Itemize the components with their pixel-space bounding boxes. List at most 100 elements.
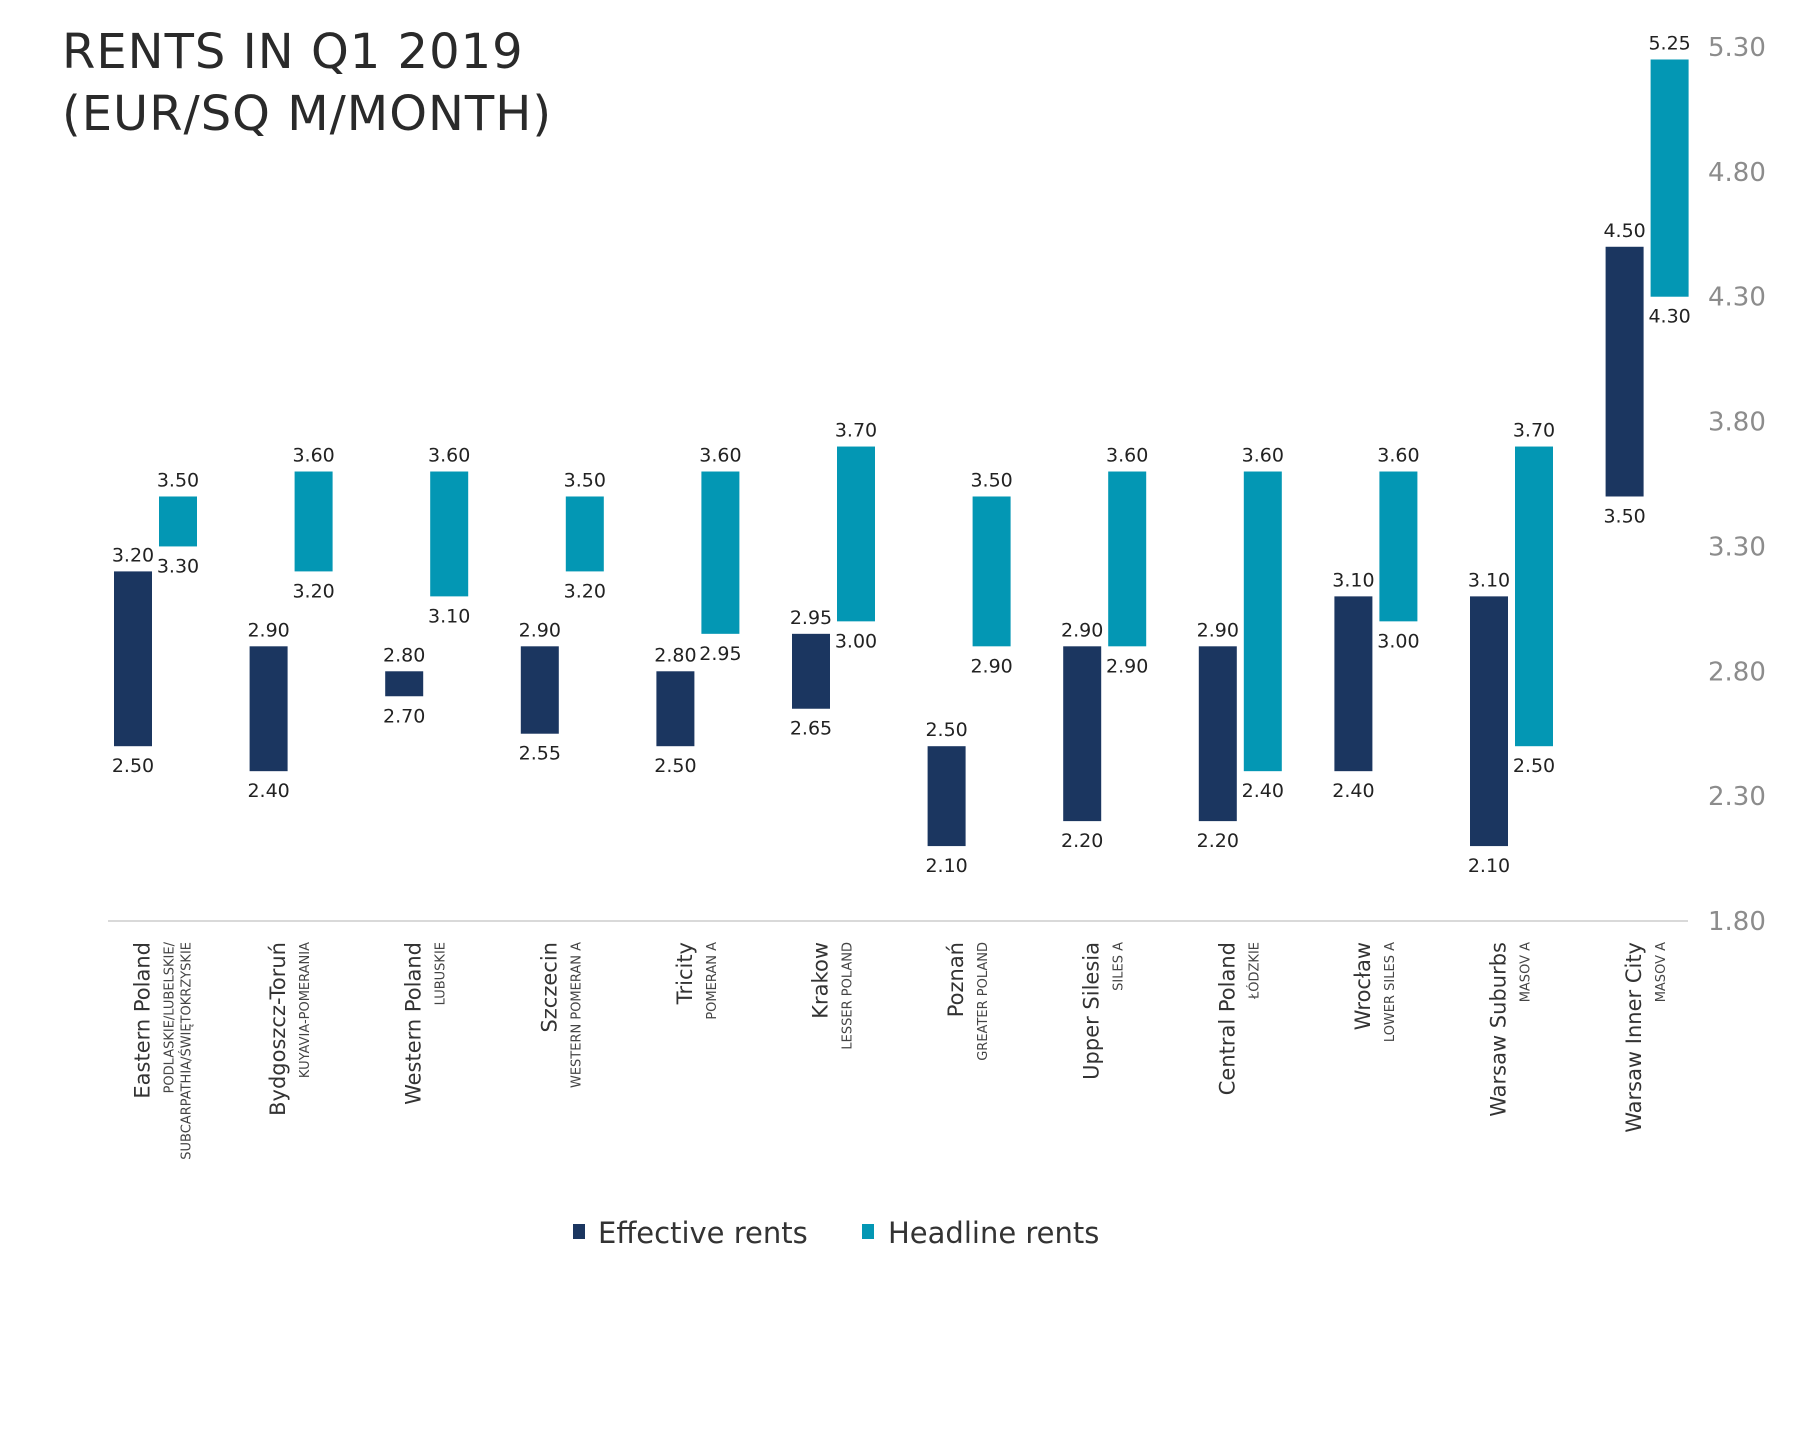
- category-label: Szczecin WESTERN POMERAN A: [537, 942, 584, 1088]
- headline-high-label: 3.60: [1242, 445, 1284, 467]
- category-region: PODLASKIE/LUBELSKIE/: [163, 941, 178, 1093]
- category-region: MASOV A: [1654, 942, 1669, 1002]
- effective-rent-bar: [656, 671, 695, 747]
- headline-low-label: 3.30: [157, 555, 199, 577]
- effective-high-label: 2.90: [519, 619, 561, 641]
- headline-low-label: 3.10: [428, 605, 470, 627]
- category-region: MASOV A: [1519, 942, 1534, 1002]
- effective-high-label: 2.95: [790, 607, 832, 629]
- effective-rent-bar: [792, 633, 830, 709]
- category-region: GREATER POLAND: [976, 942, 991, 1061]
- headline-rent-bar: [1515, 446, 1553, 747]
- headline-high-label: 3.70: [835, 420, 877, 442]
- headline-rent-bar: [837, 446, 875, 622]
- category-region: SILES A: [1112, 942, 1127, 991]
- category-region: LOWER SILES A: [1383, 942, 1398, 1042]
- y-tick-label: 3.80: [1708, 408, 1766, 438]
- effective-low-label: 2.55: [519, 743, 561, 765]
- effective-legend-label: Effective rents: [598, 1216, 808, 1250]
- headline-low-label: 3.00: [1377, 630, 1419, 652]
- effective-rent-bar: [1063, 646, 1102, 822]
- category-name: Wrocław: [1351, 942, 1375, 1030]
- headline-low-label: 2.90: [970, 655, 1012, 677]
- headline-rent-bar: [430, 471, 469, 597]
- category-label: Warsaw Suburbs MASOV A: [1487, 942, 1534, 1117]
- y-tick-label: 5.30: [1708, 33, 1766, 63]
- effective-high-label: 3.20: [112, 544, 154, 566]
- effective-rent-bar: [927, 746, 966, 847]
- y-tick-label: 2.80: [1708, 657, 1766, 687]
- effective-rent-bar: [249, 646, 288, 772]
- category-name: Poznań: [944, 942, 968, 1017]
- y-tick-label: 2.30: [1708, 782, 1766, 812]
- legend: Effective rents Headline rents: [573, 1216, 1099, 1250]
- effective-low-label: 2.10: [1468, 855, 1510, 877]
- headline-low-label: 3.20: [564, 580, 606, 602]
- effective-legend-swatch: [573, 1224, 585, 1239]
- effective-low-label: 2.20: [1197, 830, 1239, 852]
- headline-rent-bar: [1108, 471, 1147, 647]
- effective-rent-bar: [1198, 646, 1237, 822]
- headline-high-label: 3.60: [292, 445, 334, 467]
- effective-low-label: 2.50: [112, 755, 154, 777]
- effective-high-label: 3.10: [1332, 569, 1374, 591]
- headline-rent-bar: [1243, 471, 1282, 772]
- headline-low-label: 4.30: [1648, 306, 1690, 328]
- effective-rent-bar: [1605, 246, 1644, 497]
- headline-low-label: 2.50: [1513, 755, 1555, 777]
- effective-high-label: 2.90: [1197, 619, 1239, 641]
- headline-high-label: 3.60: [699, 445, 741, 467]
- headline-low-label: 2.90: [1106, 655, 1148, 677]
- headline-rent-bar: [1650, 59, 1689, 297]
- effective-low-label: 3.50: [1603, 505, 1645, 527]
- chart-title: RENTS IN Q1 2019 (EUR/SQ M/MONTH): [62, 24, 551, 142]
- headline-high-label: 3.60: [428, 445, 470, 467]
- category-region: POMERAN A: [705, 942, 720, 1020]
- effective-rent-bar: [114, 571, 152, 747]
- category-label: Western Poland LUBUSKIE: [402, 942, 449, 1105]
- category-name: Krakow: [809, 942, 833, 1019]
- effective-high-label: 2.50: [925, 719, 967, 741]
- headline-high-label: 3.70: [1513, 420, 1555, 442]
- effective-high-label: 4.50: [1603, 220, 1645, 242]
- y-tick-label: 4.30: [1708, 283, 1766, 313]
- category-label: Bydgoszcz-Toruń KUYAVIA-POMERANIA: [266, 942, 313, 1116]
- effective-high-label: 3.10: [1468, 569, 1510, 591]
- category-name: Upper Silesia: [1080, 942, 1104, 1080]
- effective-rent-bar: [520, 646, 559, 734]
- effective-low-label: 2.50: [654, 755, 696, 777]
- category-name: Bydgoszcz-Toruń: [266, 942, 290, 1116]
- category-region: LESSER POLAND: [841, 942, 856, 1050]
- effective-low-label: 2.40: [1332, 780, 1374, 802]
- category-region: KUYAVIA-POMERANIA: [298, 942, 313, 1078]
- category-label: Eastern Poland PODLASKIE/LUBELSKIE/SUBCAR…: [131, 941, 195, 1159]
- effective-low-label: 2.65: [790, 718, 832, 740]
- category-label: Warsaw Inner City MASOV A: [1622, 942, 1669, 1133]
- headline-high-label: 3.60: [1377, 445, 1419, 467]
- category-name: Warsaw Suburbs: [1487, 942, 1511, 1117]
- category-label: Poznań GREATER POLAND: [944, 942, 991, 1061]
- headline-legend-label: Headline rents: [888, 1216, 1099, 1250]
- category-label: Upper Silesia SILES A: [1080, 942, 1127, 1080]
- category-name: Tricity: [673, 942, 697, 1005]
- y-tick-label: 1.80: [1708, 907, 1766, 937]
- category-name: Central Poland: [1215, 942, 1239, 1095]
- category-region: WESTERN POMERAN A: [569, 942, 584, 1088]
- effective-low-label: 2.10: [925, 855, 967, 877]
- category-label: Wrocław LOWER SILES A: [1351, 942, 1398, 1042]
- category-region: LUBUSKIE: [434, 942, 449, 1005]
- category-region: SUBCARPATHIA/ŚWIĘTOKRZYSKIE: [179, 942, 195, 1160]
- effective-rent-bar: [1470, 596, 1508, 847]
- y-axis: 1.80 2.30 2.80 3.30 3.80 4.30 4.80 5.30: [1708, 33, 1766, 937]
- headline-high-label: 3.50: [564, 469, 606, 491]
- chart-title-line-1: RENTS IN Q1 2019: [62, 24, 524, 80]
- headline-low-label: 2.95: [699, 643, 741, 665]
- headline-high-label: 5.25: [1648, 32, 1690, 54]
- headline-legend-swatch: [862, 1224, 874, 1239]
- category-region: ŁÓDZKIE: [1246, 942, 1262, 1000]
- effective-rent-bar: [1334, 596, 1373, 772]
- effective-high-label: 2.80: [383, 644, 425, 666]
- headline-rent-bar: [294, 471, 333, 572]
- category-name: Szczecin: [537, 942, 561, 1033]
